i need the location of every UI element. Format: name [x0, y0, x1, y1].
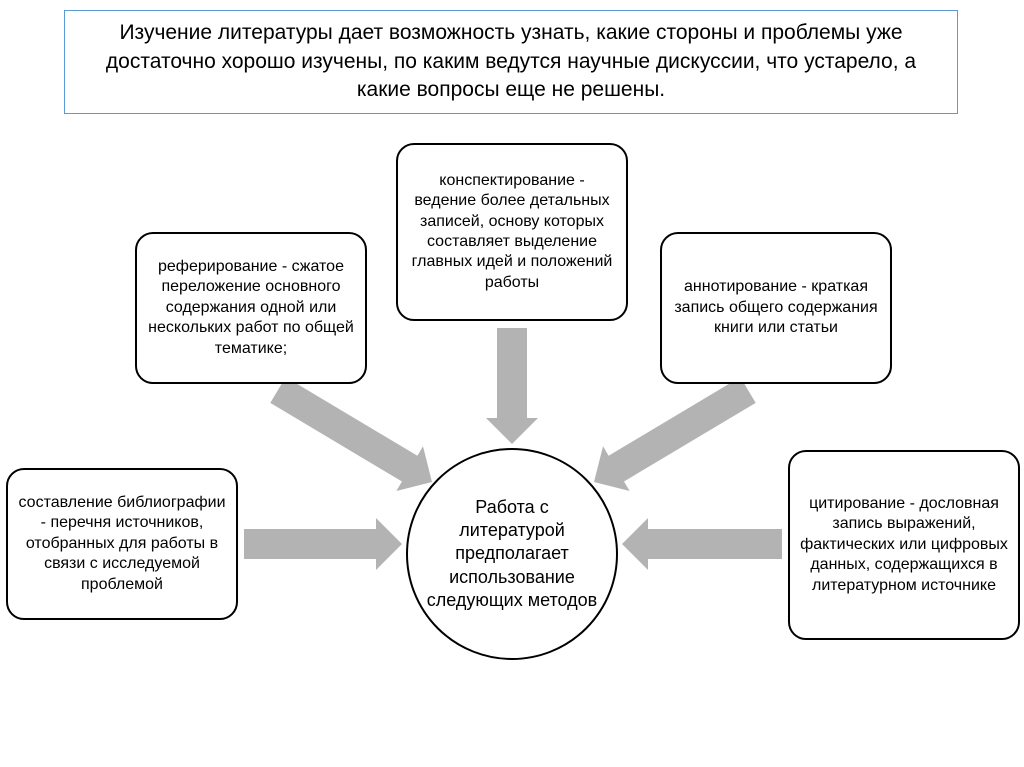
node-konsp: конспектирование - ведение более детальн… — [396, 143, 628, 321]
center-circle: Работа с литературой предполагает исполь… — [406, 448, 618, 660]
node-annot: аннотирование - краткая запись общего со… — [660, 232, 892, 384]
node-bibl: составление библиографии - перечня источ… — [6, 468, 238, 620]
node-refer: реферирование - сжатое переложение основ… — [135, 232, 367, 384]
arrow-annot — [594, 377, 756, 491]
arrow-refer — [270, 377, 432, 491]
node-cit: цитирование - дословная запись выражений… — [788, 450, 1020, 640]
arrow-bibl — [244, 518, 402, 570]
arrow-cit — [622, 518, 782, 570]
header-box: Изучение литературы дает возможность узн… — [64, 10, 958, 114]
arrow-konsp — [486, 328, 538, 444]
